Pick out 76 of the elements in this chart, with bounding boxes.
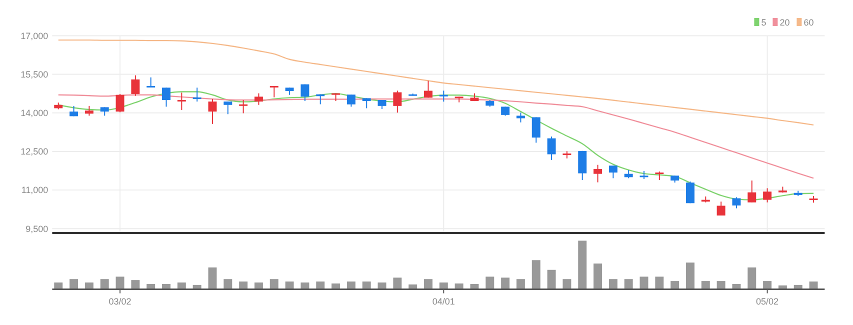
candlestick — [516, 112, 525, 123]
line-series — [58, 39, 814, 126]
candlestick — [131, 74, 140, 96]
bar — [655, 276, 664, 290]
x-tick-label: 03/02 — [108, 296, 132, 306]
candlestick — [162, 87, 170, 108]
bar — [547, 270, 556, 290]
bar — [716, 281, 726, 290]
candlestick — [594, 164, 602, 183]
x-tick-label: 05/02 — [756, 296, 779, 306]
candlestick — [716, 201, 726, 216]
candlestick — [116, 93, 124, 113]
y-tick-label: 9,500 — [26, 224, 48, 234]
bar — [393, 278, 402, 290]
candlestick — [763, 188, 772, 203]
bar — [608, 279, 618, 290]
bar — [346, 282, 356, 290]
bar — [486, 276, 494, 290]
y-tick-label: 17,000 — [20, 30, 48, 41]
candlestick — [686, 181, 694, 204]
legend-label: 60 — [804, 18, 814, 28]
candlestick — [393, 90, 402, 114]
candlestick — [254, 92, 263, 106]
y-tick-label: 15,500 — [20, 69, 48, 80]
bar — [362, 282, 371, 290]
candlestick — [547, 136, 556, 160]
bar — [316, 282, 325, 290]
x-tick-label: 04/01 — [432, 296, 455, 306]
bar — [239, 282, 248, 290]
bar — [501, 278, 510, 290]
candlestick — [224, 101, 232, 115]
bar — [809, 282, 818, 290]
bar — [100, 279, 109, 290]
bar — [624, 279, 633, 290]
bar — [562, 279, 572, 290]
candlestick — [608, 165, 618, 179]
candlestick — [208, 98, 217, 124]
candlestick — [177, 92, 186, 110]
legend-label: 5 — [761, 18, 766, 28]
y-tick-label: 12,500 — [20, 146, 48, 157]
candlestick — [346, 94, 356, 108]
candlestick — [300, 84, 310, 102]
legend-label: 20 — [780, 18, 790, 28]
bar — [70, 279, 78, 290]
bar — [285, 282, 294, 290]
bar — [686, 262, 694, 290]
bar — [701, 281, 710, 290]
bar — [131, 280, 140, 290]
candlestick — [239, 100, 248, 114]
bar — [424, 279, 432, 290]
candlestick — [146, 76, 156, 88]
candlestick — [84, 105, 94, 116]
bar — [270, 279, 278, 290]
bar — [116, 276, 124, 290]
y-tick-label: 11,000 — [21, 185, 48, 196]
bar — [208, 267, 217, 290]
candlestick — [501, 106, 510, 116]
candlestick — [192, 87, 202, 102]
bar — [748, 267, 756, 290]
bar — [516, 279, 525, 290]
bar — [532, 260, 540, 290]
bar — [578, 240, 587, 290]
bar — [224, 279, 232, 290]
bar — [594, 264, 602, 290]
candlestick — [532, 116, 540, 144]
candlestick — [439, 90, 448, 102]
candlestick — [732, 196, 741, 209]
bar — [763, 281, 772, 290]
y-tick-label: 14,000 — [20, 108, 48, 118]
candlestick — [424, 80, 432, 98]
candlestick — [378, 100, 386, 110]
bar — [670, 281, 680, 290]
candlestick — [578, 150, 587, 181]
candlestick — [362, 98, 371, 109]
candlestick — [748, 180, 756, 203]
bar — [640, 276, 648, 290]
